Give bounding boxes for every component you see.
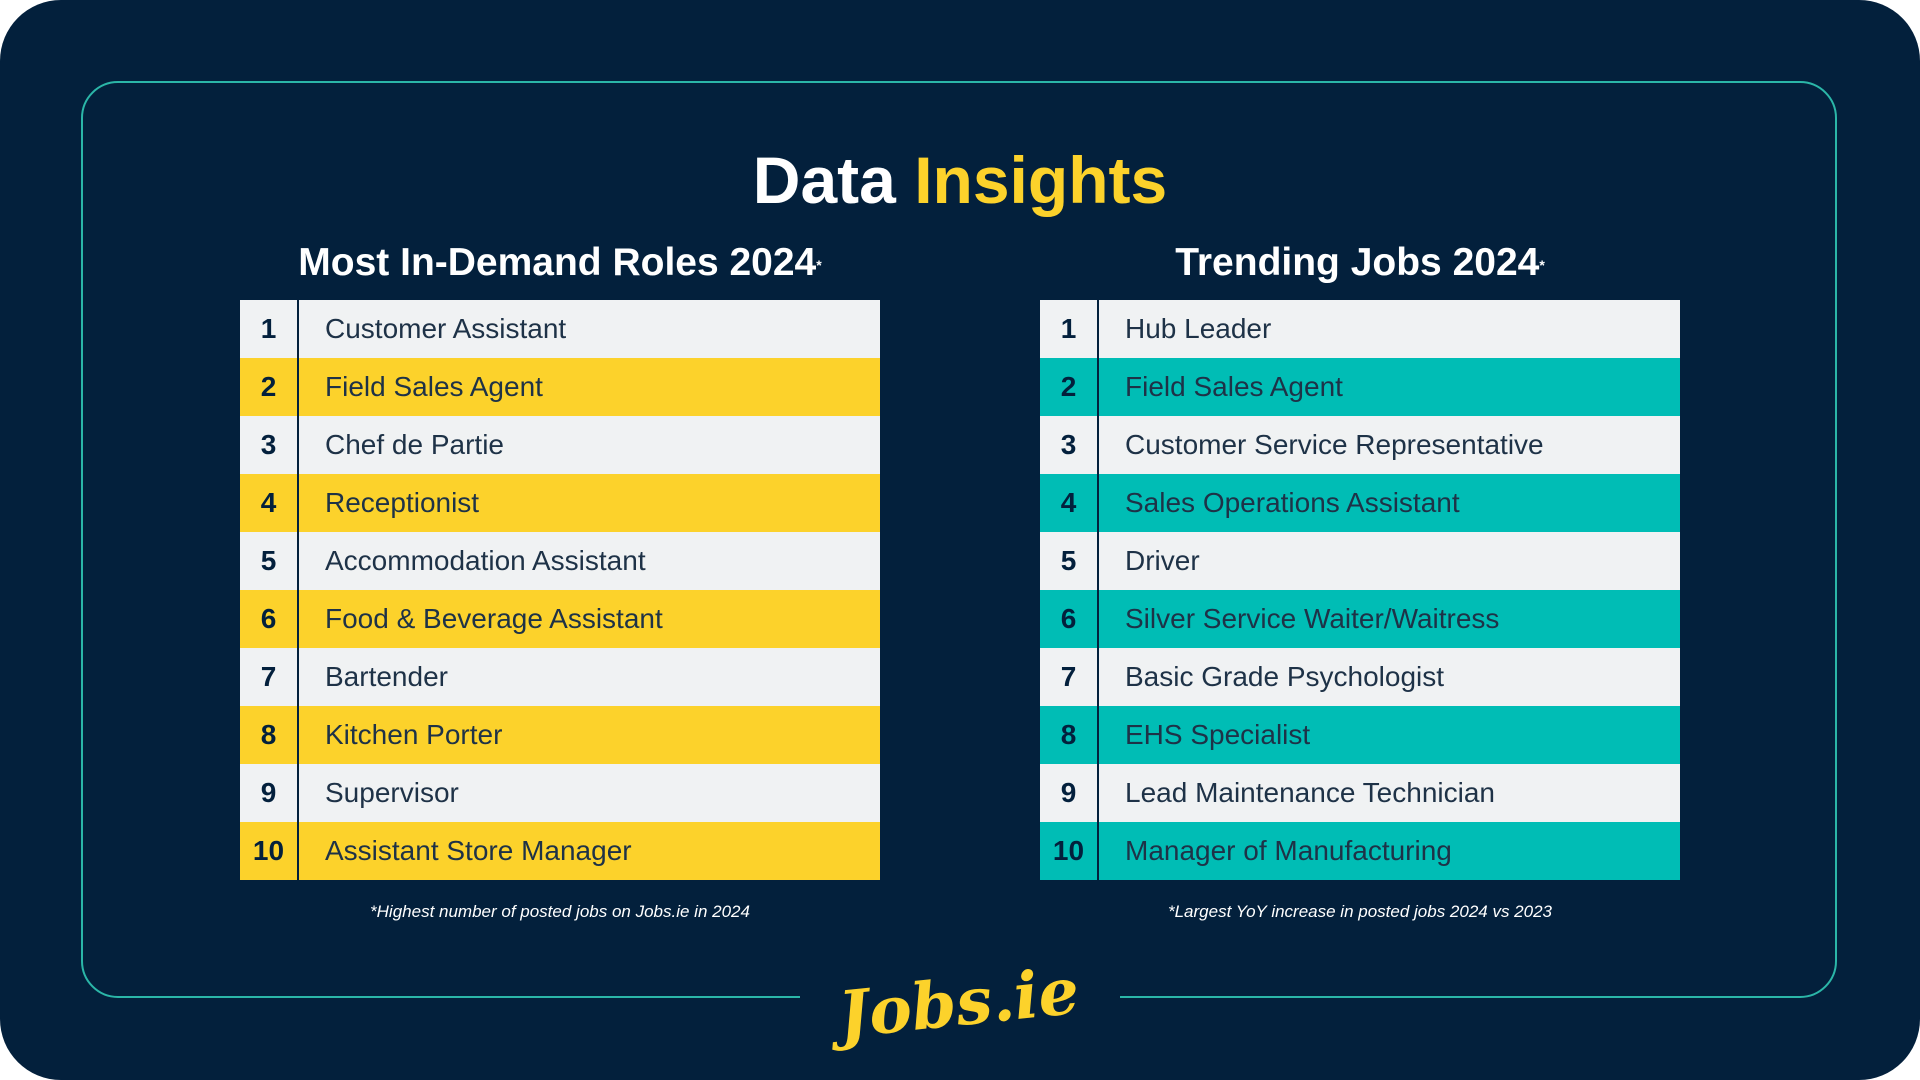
rank-number: 5: [1040, 532, 1099, 590]
in-demand-footnote: *Highest number of posted jobs on Jobs.i…: [370, 902, 750, 921]
list-item: 6 Silver Service Waiter/Waitress: [1040, 590, 1680, 648]
list-item: 9 Supervisor: [240, 764, 880, 822]
rank-number: 8: [1040, 706, 1099, 764]
list-item: 10 Assistant Store Manager: [240, 822, 880, 880]
trending-jobs-list: 1 Hub Leader 2 Field Sales Agent 3 Customer S…: [1040, 300, 1680, 880]
rank-number: 7: [240, 648, 299, 706]
role-name: Basic Grade Psychologist: [1125, 661, 1445, 692]
rank-number: 10: [240, 822, 299, 880]
jobs-ie-logo: Jobs.ie: [830, 955, 1083, 1055]
role-name: Chef de Partie: [325, 429, 504, 460]
rank-number: 4: [240, 474, 299, 532]
list-item: 3 Chef de Partie: [240, 416, 880, 474]
rank-number: 8: [240, 706, 299, 764]
rank-number: 2: [240, 358, 299, 416]
list-item: 10 Manager of Manufacturing: [1040, 822, 1680, 880]
role-name: Supervisor: [325, 777, 459, 808]
rank-number: 1: [240, 300, 299, 358]
rank-number: 3: [1040, 416, 1099, 474]
list-item: 1 Hub Leader: [1040, 300, 1680, 358]
title-part-data: Data: [752, 143, 896, 217]
in-demand-heading-text: Most In-Demand Roles 2024: [298, 241, 817, 284]
list-item: 4 Receptionist: [240, 474, 880, 532]
rank-number: 5: [240, 532, 299, 590]
role-name: Driver: [1125, 545, 1200, 576]
rank-number: 9: [240, 764, 299, 822]
role-name: Sales Operations Assistant: [1125, 487, 1460, 518]
role-name: Field Sales Agent: [325, 371, 543, 402]
list-item: 5 Driver: [1040, 532, 1680, 590]
trending-footnote: *Largest YoY increase in posted jobs 202…: [1167, 902, 1553, 921]
rank-number: 6: [1040, 590, 1099, 648]
jobs-ie-logo-text: Jobs.ie: [830, 955, 1083, 1055]
list-item: 8 EHS Specialist: [1040, 706, 1680, 764]
rank-number: 4: [1040, 474, 1099, 532]
list-item: 2 Field Sales Agent: [240, 358, 880, 416]
in-demand-heading: Most In-Demand Roles 2024*: [240, 238, 880, 288]
rank-number: 2: [1040, 358, 1099, 416]
list-item: 1 Customer Assistant: [240, 300, 880, 358]
list-item: 8 Kitchen Porter: [240, 706, 880, 764]
frame-gap: [800, 980, 1120, 1020]
rank-number: 9: [1040, 764, 1099, 822]
trending-heading-asterisk: *: [1539, 257, 1545, 273]
role-name: Food & Beverage Assistant: [325, 603, 663, 634]
list-item: 7 Bartender: [240, 648, 880, 706]
list-item: 7 Basic Grade Psychologist: [1040, 648, 1680, 706]
rank-number: 7: [1040, 648, 1099, 706]
list-item: 9 Lead Maintenance Technician: [1040, 764, 1680, 822]
trending-heading-text: Trending Jobs 2024: [1175, 241, 1540, 284]
role-name: Customer Service Representative: [1125, 429, 1544, 460]
in-demand-roles-list: 1 Customer Assistant 2 Field Sales Agent 3 Ch…: [240, 300, 880, 880]
list-item: 2 Field Sales Agent: [1040, 358, 1680, 416]
rank-number: 10: [1040, 822, 1099, 880]
role-name: Customer Assistant: [325, 313, 567, 344]
list-item: 5 Accommodation Assistant: [240, 532, 880, 590]
role-name: EHS Specialist: [1125, 719, 1311, 750]
rank-number: 1: [1040, 300, 1099, 358]
page-title: Data Insights: [0, 140, 1920, 220]
role-name: Assistant Store Manager: [325, 835, 632, 866]
role-name: Receptionist: [325, 487, 480, 518]
list-item: 4 Sales Operations Assistant: [1040, 474, 1680, 532]
role-name: Manager of Manufacturing: [1125, 835, 1452, 866]
list-item: 6 Food & Beverage Assistant: [240, 590, 880, 648]
rank-number: 3: [240, 416, 299, 474]
role-name: Kitchen Porter: [325, 719, 503, 750]
rank-number: 6: [240, 590, 299, 648]
role-name: Lead Maintenance Technician: [1125, 777, 1495, 808]
role-name: Accommodation Assistant: [325, 545, 646, 576]
list-item: 3 Customer Service Representative: [1040, 416, 1680, 474]
trending-heading: Trending Jobs 2024*: [1040, 238, 1680, 288]
role-name: Silver Service Waiter/Waitress: [1125, 603, 1500, 634]
in-demand-heading-asterisk: *: [816, 257, 822, 273]
title-part-insights: Insights: [914, 143, 1168, 217]
role-name: Field Sales Agent: [1125, 371, 1343, 402]
role-name: Hub Leader: [1125, 313, 1272, 344]
role-name: Bartender: [325, 661, 448, 692]
